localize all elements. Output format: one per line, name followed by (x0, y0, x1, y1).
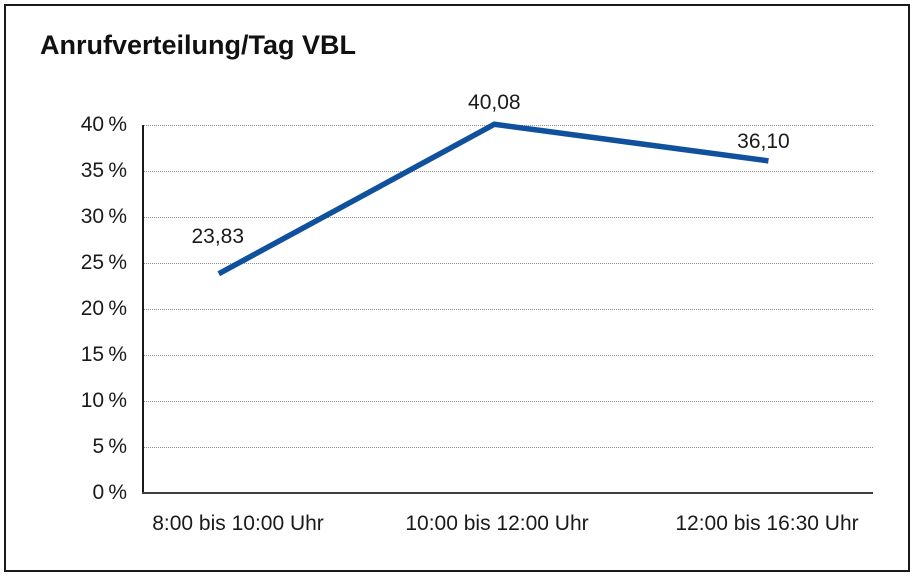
x-axis-category-label: 10:00 bis 12:00 Uhr (405, 512, 589, 535)
data-point-label: 23,83 (191, 224, 245, 248)
gridline (142, 400, 873, 402)
gridline (142, 262, 873, 264)
gridline (142, 308, 873, 310)
y-axis-tick-label: 35 % (80, 159, 127, 182)
y-axis-tick-label: 30 % (80, 205, 127, 228)
y-axis-line (142, 125, 144, 493)
chart-frame (4, 4, 910, 572)
gridline (142, 354, 873, 356)
y-axis-tick-label: 20 % (80, 297, 127, 320)
y-axis-tick-label: 15 % (80, 343, 127, 366)
gridline (142, 170, 873, 172)
y-axis-tick-label: 5 % (92, 435, 127, 458)
gridline (142, 124, 873, 126)
series-line (217, 121, 769, 277)
data-point-label: 36,10 (737, 129, 790, 153)
y-axis-tick-label: 10 % (80, 389, 127, 412)
gridline (142, 446, 873, 448)
y-axis-tick-label: 40 % (80, 113, 127, 136)
x-axis-category-label: 12:00 bis 16:30 Uhr (675, 512, 859, 535)
gridline (142, 216, 873, 218)
x-axis-line (142, 492, 873, 494)
y-axis-tick-label: 25 % (80, 251, 127, 274)
y-axis-tick-label: 0 % (92, 481, 127, 504)
x-axis-category-label: 8:00 bis 10:00 Uhr (152, 512, 324, 535)
chart-title: Anrufverteilung/Tag VBL (40, 30, 357, 60)
data-point-label: 40,08 (468, 91, 521, 115)
